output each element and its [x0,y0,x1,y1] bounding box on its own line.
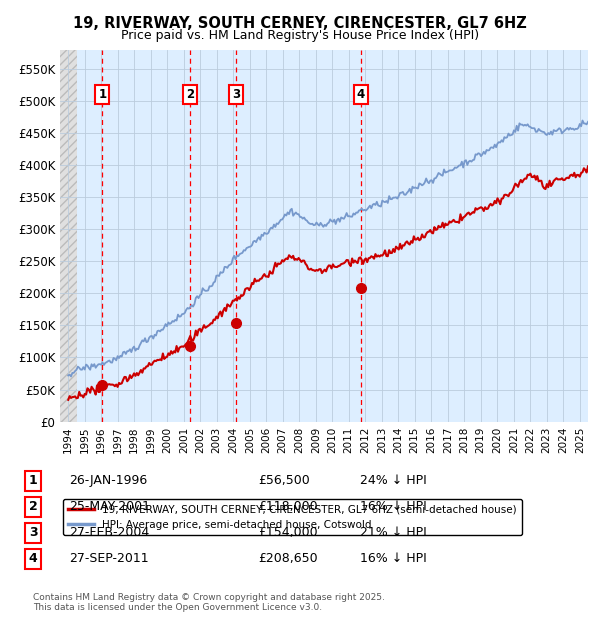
Text: 4: 4 [357,88,365,101]
Text: 27-SEP-2011: 27-SEP-2011 [69,552,149,565]
Legend: 19, RIVERWAY, SOUTH CERNEY, CIRENCESTER, GL7 6HZ (semi-detached house), HPI: Ave: 19, RIVERWAY, SOUTH CERNEY, CIRENCESTER,… [62,499,522,535]
Text: 21% ↓ HPI: 21% ↓ HPI [360,526,427,539]
Text: 2: 2 [186,88,194,101]
Text: 3: 3 [29,526,37,539]
Text: Price paid vs. HM Land Registry's House Price Index (HPI): Price paid vs. HM Land Registry's House … [121,29,479,42]
Text: 16% ↓ HPI: 16% ↓ HPI [360,500,427,513]
Bar [60,50,77,422]
Text: £118,000: £118,000 [258,500,317,513]
Text: 16% ↓ HPI: 16% ↓ HPI [360,552,427,565]
Text: £56,500: £56,500 [258,474,310,487]
Text: 1: 1 [29,474,37,487]
Text: 25-MAY-2001: 25-MAY-2001 [69,500,150,513]
Text: £208,650: £208,650 [258,552,317,565]
Text: Contains HM Land Registry data © Crown copyright and database right 2025.
This d: Contains HM Land Registry data © Crown c… [33,593,385,612]
Text: 27-FEB-2004: 27-FEB-2004 [69,526,149,539]
Text: 24% ↓ HPI: 24% ↓ HPI [360,474,427,487]
Text: £154,000: £154,000 [258,526,317,539]
Text: 3: 3 [232,88,240,101]
Text: 2: 2 [29,500,37,513]
Text: 1: 1 [98,88,106,101]
Text: 4: 4 [29,552,37,565]
Text: 19, RIVERWAY, SOUTH CERNEY, CIRENCESTER, GL7 6HZ: 19, RIVERWAY, SOUTH CERNEY, CIRENCESTER,… [73,16,527,30]
Text: 26-JAN-1996: 26-JAN-1996 [69,474,147,487]
